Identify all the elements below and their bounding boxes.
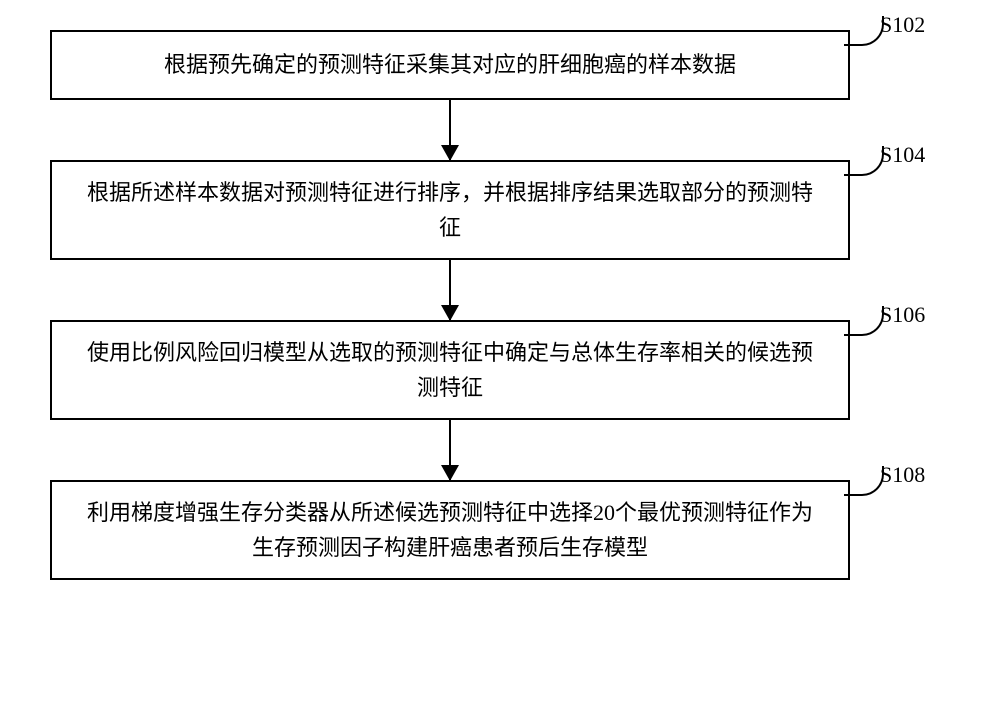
arrow [50,420,850,480]
arrow-head-icon [441,465,459,481]
step-text: 利用梯度增强生存分类器从所述候选预测特征中选择20个最优预测特征作为生存预测因子… [82,495,818,565]
step-row: S106 使用比例风险回归模型从选取的预测特征中确定与总体生存率相关的候选预测特… [50,320,930,420]
flowchart-container: S102 根据预先确定的预测特征采集其对应的肝细胞癌的样本数据 S104 根据所… [50,30,930,580]
step-box-s102: 根据预先确定的预测特征采集其对应的肝细胞癌的样本数据 [50,30,850,100]
arrow [50,260,850,320]
step-row: S104 根据所述样本数据对预测特征进行排序，并根据排序结果选取部分的预测特征 [50,160,930,260]
step-box-s104: 根据所述样本数据对预测特征进行排序，并根据排序结果选取部分的预测特征 [50,160,850,260]
step-box-s108: 利用梯度增强生存分类器从所述候选预测特征中选择20个最优预测特征作为生存预测因子… [50,480,850,580]
arrow-head-icon [441,145,459,161]
arrow-head-icon [441,305,459,321]
step-label-s106: S106 [880,302,925,328]
step-text: 根据预先确定的预测特征采集其对应的肝细胞癌的样本数据 [164,47,736,82]
step-row: S102 根据预先确定的预测特征采集其对应的肝细胞癌的样本数据 [50,30,930,100]
bracket-connector [844,466,884,496]
step-label-s108: S108 [880,462,925,488]
step-label-s102: S102 [880,12,925,38]
step-text: 使用比例风险回归模型从选取的预测特征中确定与总体生存率相关的候选预测特征 [82,335,818,405]
step-box-s106: 使用比例风险回归模型从选取的预测特征中确定与总体生存率相关的候选预测特征 [50,320,850,420]
step-row: S108 利用梯度增强生存分类器从所述候选预测特征中选择20个最优预测特征作为生… [50,480,930,580]
arrow [50,100,850,160]
bracket-connector [844,16,884,46]
step-text: 根据所述样本数据对预测特征进行排序，并根据排序结果选取部分的预测特征 [82,175,818,245]
bracket-connector [844,306,884,336]
bracket-connector [844,146,884,176]
step-label-s104: S104 [880,142,925,168]
